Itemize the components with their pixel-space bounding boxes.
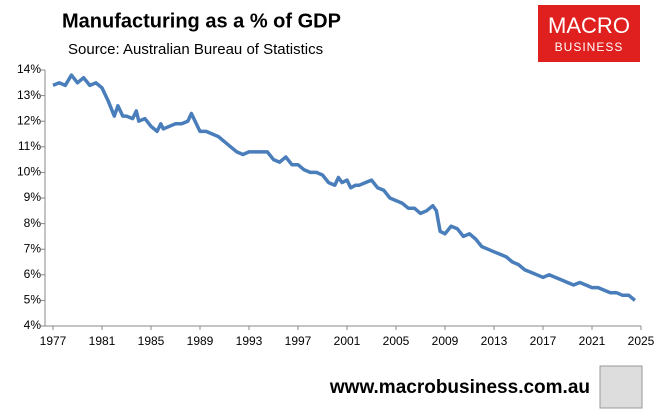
- chart-title: Manufacturing as a % of GDP: [62, 10, 341, 32]
- y-tick-label: 4%: [24, 318, 42, 332]
- logo-text: MACRO: [548, 13, 630, 38]
- data-line: [52, 73, 637, 302]
- x-tick-label: 1977: [40, 334, 67, 348]
- x-tick-label: 2021: [579, 334, 606, 348]
- y-tick-label: 5%: [24, 293, 42, 307]
- x-tick-label: 1989: [187, 334, 214, 348]
- x-tick-label: 2017: [530, 334, 557, 348]
- x-tick-label: 2005: [383, 334, 410, 348]
- footer: www.macrobusiness.com.au: [329, 377, 590, 398]
- x-tick-label: 2013: [481, 334, 508, 348]
- chart-subtitle: Source: Australian Bureau of Statistics: [68, 41, 323, 58]
- fox-icon: [599, 365, 643, 409]
- y-tick-label: 7%: [24, 241, 42, 255]
- y-tick-label: 11%: [18, 139, 41, 153]
- logo-text: BUSINESS: [555, 40, 624, 54]
- y-tick-label: 8%: [24, 216, 42, 230]
- logo-box: [538, 5, 640, 62]
- y-tick-label: 6%: [24, 267, 42, 281]
- y-tick-label: 9%: [24, 190, 42, 204]
- x-tick-label: 1981: [89, 334, 116, 348]
- y-tick-label: 14%: [17, 62, 41, 76]
- y-tick-label: 10%: [17, 165, 41, 179]
- x-tick-label: 2009: [432, 334, 459, 348]
- x-tick-label: 1997: [285, 334, 312, 348]
- x-tick-label: 2025: [628, 334, 655, 348]
- y-tick-label: 12%: [17, 113, 41, 127]
- x-tick-label: 1985: [138, 334, 165, 348]
- y-tick-label: 13%: [17, 88, 41, 102]
- x-tick-label: 1993: [236, 334, 263, 348]
- x-tick-label: 2001: [334, 334, 361, 348]
